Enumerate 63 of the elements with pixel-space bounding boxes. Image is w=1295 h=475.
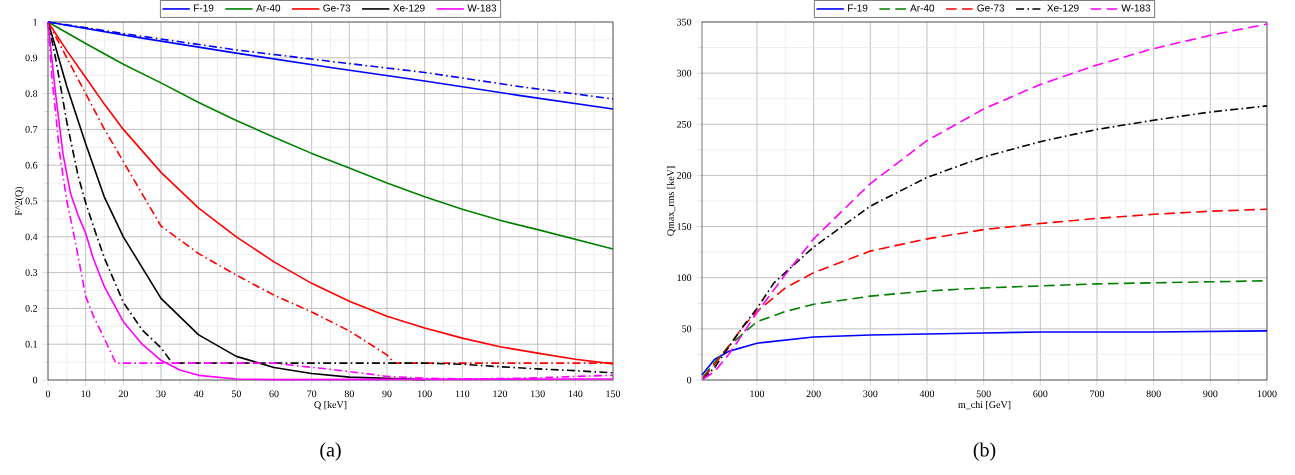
y-tick-label: 350: [677, 18, 692, 26]
x-tick-label: 20: [118, 390, 128, 398]
y-tick-label: 0.4: [25, 233, 38, 241]
y-tick-label: 100: [677, 274, 692, 282]
x-tick-label: 60: [269, 390, 279, 398]
x-tick-label: 400: [919, 390, 935, 398]
y-tick-label: 300: [677, 69, 692, 77]
x-tick-label: 70: [307, 390, 317, 398]
y-tick-label: 0.6: [25, 161, 38, 169]
legend-label: Ge-73: [323, 4, 351, 12]
legend-label: F-19: [848, 4, 868, 12]
line-series: [702, 23, 1268, 380]
y-tick-label: 1: [33, 18, 37, 26]
x-tick-label: 500: [976, 390, 991, 398]
x-tick-label: 30: [156, 390, 166, 398]
y-tick-label: 0.7: [25, 126, 38, 133]
legend-label: F-19: [194, 4, 214, 12]
x-axis-title: m_chi [GeV]: [958, 400, 1011, 410]
x-tick-label: 150: [606, 390, 621, 398]
x-axis-title: Q [keV]: [314, 400, 347, 410]
x-tick-label: 130: [531, 390, 545, 398]
legend-label: Ar-40: [256, 4, 281, 12]
x-tick-label: 200: [806, 390, 821, 398]
x-tick-label: 40: [193, 390, 204, 398]
legend-label: W-183: [467, 4, 497, 12]
legend-label: W-183: [1121, 4, 1151, 12]
y-tick-label: 0.2: [25, 305, 38, 312]
y-tick-label: 0.1: [25, 340, 37, 348]
x-tick-label: 90: [382, 390, 392, 398]
y-tick-label: 200: [677, 172, 692, 179]
y-tick-label: 0.9: [25, 54, 38, 62]
y-tick-label: 0.8: [25, 90, 38, 97]
y-tick-label: 0.5: [25, 197, 38, 205]
x-tick-label: 800: [1146, 390, 1161, 398]
legend-label: Xe-129: [1047, 4, 1079, 12]
legend-label: Xe-129: [393, 4, 425, 12]
y-tick-label: 250: [677, 120, 692, 128]
x-tick-label: 50: [231, 390, 241, 398]
x-tick-label: 300: [863, 390, 878, 398]
x-tick-label: 100: [418, 390, 432, 398]
y-tick-label: 0: [686, 376, 692, 384]
legend-label: Ar-40: [910, 4, 935, 12]
x-tick-label: 140: [568, 390, 583, 398]
x-tick-label: 600: [1033, 390, 1048, 398]
y-tick-label: 0.3: [25, 269, 38, 276]
x-tick-label: 10: [81, 390, 91, 398]
x-tick-label: 900: [1203, 390, 1218, 398]
y-tick-label: 0: [32, 376, 38, 384]
x-tick-label: 110: [455, 390, 470, 398]
y-tick-label: 50: [682, 325, 692, 333]
x-tick-label: 100: [750, 390, 765, 398]
y-tick-label: 150: [677, 223, 692, 230]
x-tick-label: 1000: [1257, 390, 1277, 398]
x-tick-label: 80: [344, 390, 354, 398]
line-series: [702, 208, 1268, 379]
text: (a): [320, 442, 341, 461]
legend-label: Ge-73: [977, 4, 1005, 12]
y-axis-title: F^2(Q): [14, 186, 24, 216]
x-tick-label: 120: [493, 390, 508, 398]
x-tick-label: 700: [1090, 390, 1105, 398]
y-axis-title: Qmax_rms [keV]: [666, 166, 676, 236]
text: (b): [973, 442, 996, 461]
x-tick-label: 0: [45, 390, 51, 398]
